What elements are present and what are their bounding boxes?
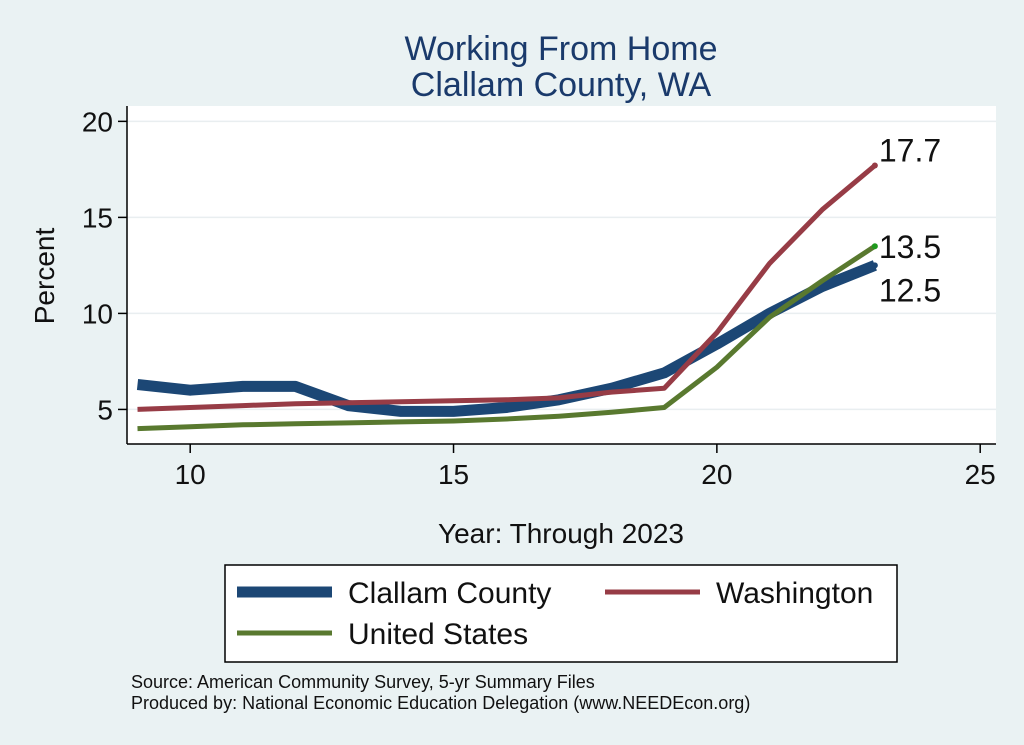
legend: Clallam County Washington United States (224, 564, 898, 663)
y-tick-label-20: 20 (82, 106, 113, 137)
end-marker-united-states (871, 243, 878, 250)
end-label-united-states: 13.5 (879, 229, 941, 265)
chart-title-line-2: Clallam County, WA (411, 66, 712, 104)
end-label-clallam-county: 12.5 (879, 272, 941, 308)
legend-box (224, 564, 898, 663)
y-tick-label-10: 10 (82, 298, 113, 329)
produced-by-note: Produced by: National Economic Education… (131, 693, 750, 713)
series-layer (136, 163, 877, 432)
legend-label-united-states: United States (348, 618, 528, 651)
legend-label-clallam-county: Clallam County (348, 577, 551, 610)
y-tick-label-5: 5 (97, 394, 113, 425)
series-line-united-states (137, 244, 877, 432)
legend-label-washington: Washington (716, 577, 873, 610)
y-axis-title: Percent (29, 228, 60, 325)
x-tick-label-10: 10 (175, 459, 206, 490)
end-marker-clallam-county (871, 262, 878, 269)
x-tick-label-20: 20 (701, 459, 732, 490)
x-tick-label-15: 15 (438, 459, 469, 490)
x-tick-label-25: 25 (965, 459, 996, 490)
series-line-washington (137, 163, 877, 412)
source-note: Source: American Community Survey, 5-yr … (131, 672, 595, 692)
gridlines (127, 120, 996, 411)
chart-title-line-1: Working From Home (405, 30, 718, 68)
axes: 5 10 15 20 10 15 20 25 (82, 106, 996, 490)
end-labels: 12.5 17.7 13.5 (871, 133, 941, 308)
series-line-clallam-county (136, 260, 877, 417)
y-tick-label-15: 15 (82, 202, 113, 233)
x-axis-title: Year: Through 2023 (438, 518, 684, 549)
end-marker-washington (871, 162, 878, 169)
end-label-washington: 17.7 (879, 133, 941, 169)
